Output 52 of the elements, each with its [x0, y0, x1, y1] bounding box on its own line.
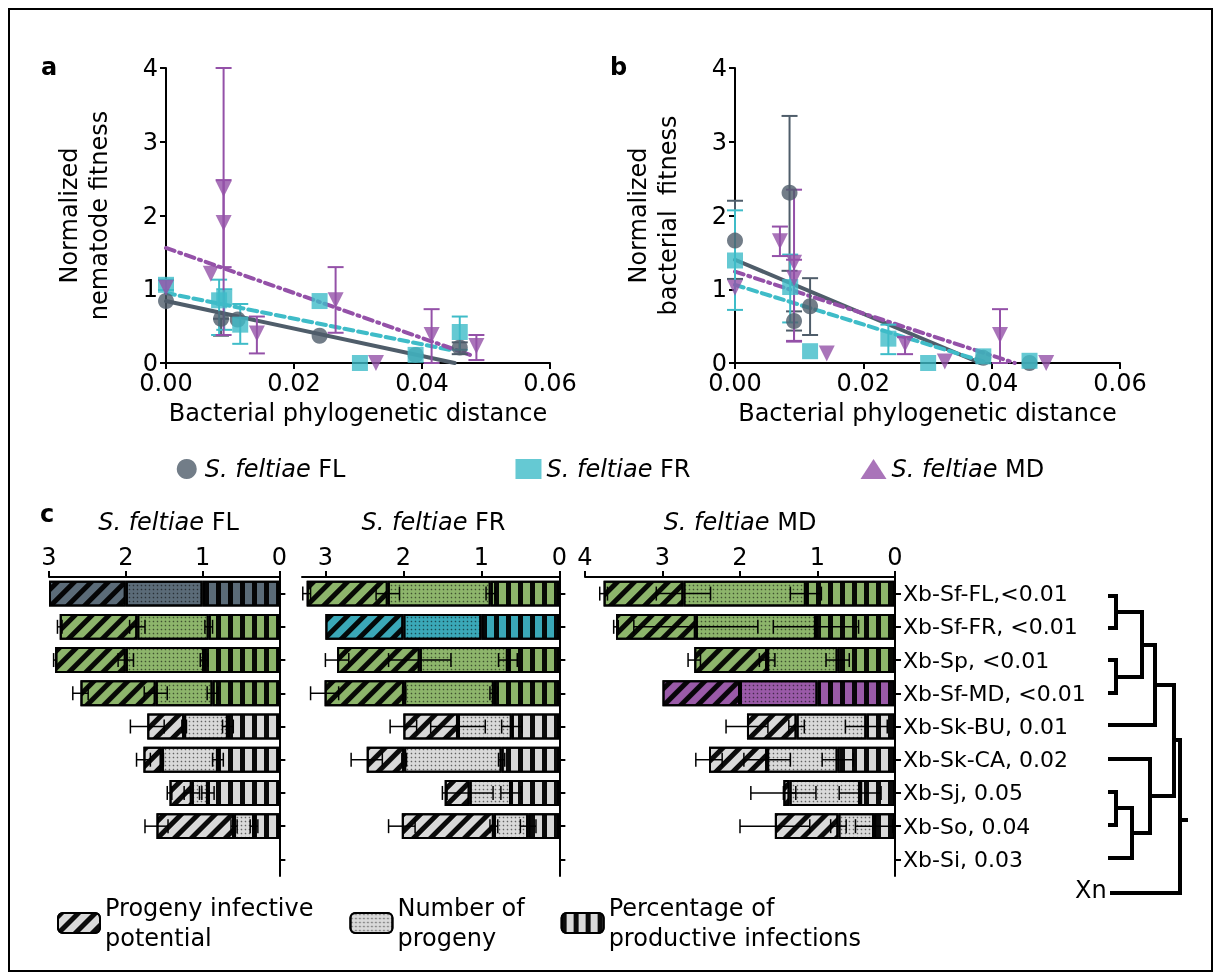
x-tick-label: 2	[395, 543, 412, 571]
y-tick-label: Xb-Sj, 0.05	[903, 780, 1024, 806]
x-tick-label: 2	[118, 543, 134, 571]
x-axis-title: Bacterial phylogenetic distance	[738, 399, 1117, 427]
y-tick-label: Xb-Sf-MD, <0.01	[903, 680, 1086, 706]
y-tick-label: Xb-Si, 0.03	[903, 846, 1024, 872]
y-tick-label: 4	[142, 54, 158, 82]
x-tick-label: 1	[809, 543, 826, 571]
legend-label: Percentage of productive infections	[608, 894, 861, 952]
x-tick-label: 0.02	[267, 369, 321, 397]
x-tick-label: 3	[317, 543, 334, 571]
legend-label: Number of progeny	[397, 894, 526, 952]
x-tick-label: 0.02	[836, 369, 891, 397]
x-tick-label: 2	[732, 543, 748, 571]
y-tick-label: 4	[711, 54, 727, 82]
chart-title: S. feltiae FR	[361, 508, 506, 536]
y-tick-label: Xb-So, 0.04	[903, 813, 1031, 839]
y-tick-label: 1	[711, 275, 727, 304]
y-tick-label: Xb-Sk-CA, 0.02	[903, 747, 1068, 773]
text: c	[40, 500, 55, 528]
x-tick-label: 0.04	[964, 369, 1019, 397]
y-tick-label: 3	[711, 127, 727, 156]
x-axis-title: Bacterial phylogenetic distance	[168, 399, 548, 427]
x-tick-label: 3	[41, 543, 57, 571]
chart-title: a	[41, 53, 58, 81]
x-tick-label: 3	[654, 543, 671, 571]
y-axis-title: Normalized nematode fitness	[55, 110, 113, 321]
y-tick-label: 3	[142, 127, 158, 156]
x-tick-label: 1	[473, 543, 490, 571]
legend-label: S. feltiae MD	[891, 455, 1045, 483]
chart-title: S. feltiae MD	[663, 508, 817, 536]
x-tick-label: 0.06	[523, 369, 577, 397]
x-tick-label: 1	[194, 543, 211, 571]
x-tick-label: 0	[551, 543, 568, 571]
y-tick-label: 1	[142, 275, 158, 304]
y-axis-title: Normalized bacterial fitness	[624, 115, 682, 316]
chart-title: b	[610, 53, 628, 81]
x-tick-label: 0.04	[395, 369, 449, 397]
chart-title: S. feltiae FL	[98, 508, 240, 536]
y-tick-label: Xb-Sf-FL,<0.01	[903, 581, 1068, 607]
x-tick-label: 0.06	[1093, 369, 1147, 397]
text: Xn	[1075, 876, 1107, 904]
legend-label: S. feltiae FL	[204, 455, 347, 483]
y-tick-label: Xb-Sp, <0.01	[903, 647, 1050, 673]
y-tick-label: 2	[142, 201, 158, 230]
legend-label: S. feltiae FR	[546, 455, 691, 483]
y-tick-label: Xb-Sk-BU, 0.01	[903, 714, 1068, 739]
y-tick-label: 2	[711, 201, 727, 230]
x-tick-label: 4	[577, 543, 593, 571]
legend-label: Progeny infective potential	[105, 894, 314, 952]
x-tick-label: 0	[271, 543, 288, 571]
y-tick-label: Xb-Sf-FR, <0.01	[903, 614, 1078, 640]
